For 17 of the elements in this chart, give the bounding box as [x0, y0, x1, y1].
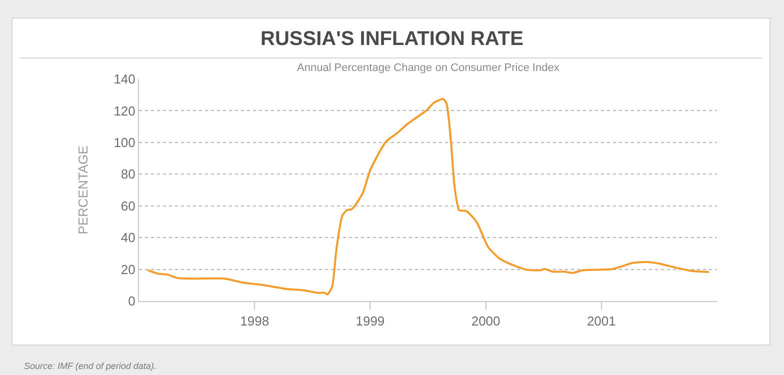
x-tick-label: 2001 [586, 314, 616, 329]
y-axis-title: PERCENTAGE [76, 145, 91, 234]
y-tick-label: 0 [128, 294, 136, 309]
y-tick-label: 80 [120, 166, 136, 182]
x-tick-label: 1998 [240, 314, 270, 329]
y-tick-label: 120 [114, 103, 136, 118]
chart-title: RUSSIA'S INFLATION RATE [260, 28, 524, 50]
x-tick-label: 2000 [471, 314, 500, 329]
line-series [146, 98, 710, 296]
y-tick-label: 60 [120, 198, 136, 214]
chart-subtitle: Annual Percentage Change on Consumer Price Index [297, 62, 560, 74]
y-tick-label: 140 [114, 72, 136, 87]
y-tick-label: 100 [114, 134, 136, 150]
source-note: Source: IMF (end of period data). [24, 361, 156, 371]
x-tick-label: 1999 [356, 314, 385, 329]
y-tick-label: 20 [120, 262, 136, 277]
y-tick-label: 40 [120, 230, 136, 246]
